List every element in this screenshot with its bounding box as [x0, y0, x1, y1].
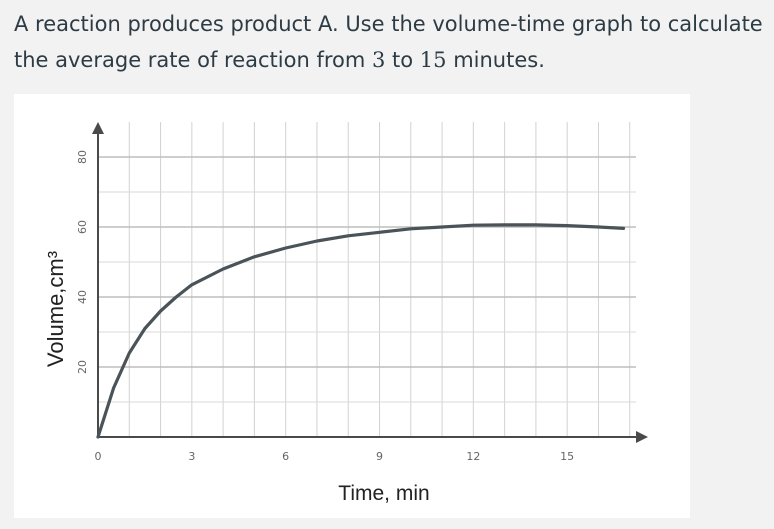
question-text: A reaction produces product A. Use the v…	[14, 6, 770, 78]
question-start-time: 3	[371, 48, 386, 72]
y-tick-label: 40	[76, 290, 89, 304]
x-tick-label: 0	[95, 450, 102, 463]
question-end-time: 15	[419, 48, 447, 72]
x-axis-label: Time, min	[338, 482, 429, 505]
x-axis-arrowhead	[636, 431, 648, 443]
series-line	[96, 223, 626, 439]
x-tick-label: 9	[376, 450, 383, 463]
volume-time-chart: 0 3 6 9 12 15 20 40 60 80 Volume,cm³ Time, min	[43, 122, 648, 505]
question-part1: A reaction produces product A. Use the v…	[14, 12, 763, 72]
chart-panel: 0 3 6 9 12 15 20 40 60 80 Volume,cm³ Time, min	[14, 94, 690, 518]
y-axis-arrowhead	[92, 122, 104, 134]
x-tick-label: 3	[188, 450, 195, 463]
series-layer	[96, 223, 626, 439]
y-tick-label: 80	[76, 150, 89, 164]
grid	[98, 122, 636, 437]
x-tick-label: 12	[466, 450, 480, 463]
x-tick-label: 15	[560, 450, 574, 463]
tick-labels: 0 3 6 9 12 15 20 40 60 80	[76, 150, 574, 463]
axes	[92, 122, 648, 443]
y-tick-label: 20	[76, 360, 89, 374]
y-tick-label: 60	[76, 220, 89, 234]
y-axis-label: Volume,cm³	[43, 251, 68, 367]
x-tick-label: 6	[282, 450, 289, 463]
question-part3: minutes.	[446, 48, 545, 72]
question-part2: to	[385, 48, 420, 72]
